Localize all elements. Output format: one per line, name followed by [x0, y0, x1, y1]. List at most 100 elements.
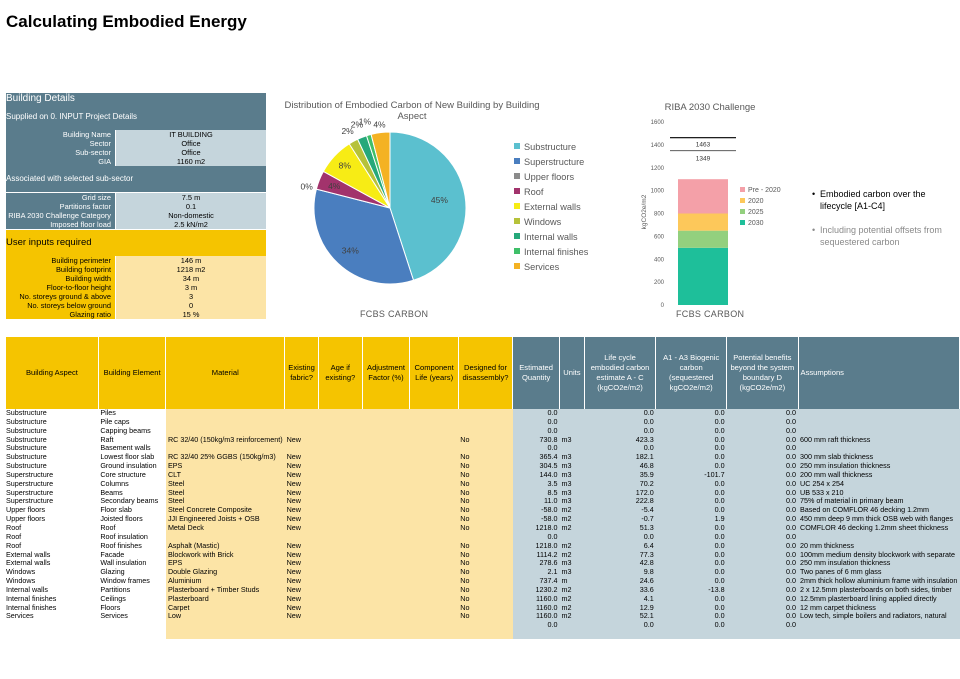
- table-cell[interactable]: No: [458, 497, 513, 507]
- table-cell[interactable]: [362, 497, 410, 507]
- table-cell[interactable]: [362, 435, 410, 445]
- table-cell[interactable]: New: [284, 523, 319, 533]
- table-cell[interactable]: [284, 426, 319, 436]
- table-cell[interactable]: No: [458, 541, 513, 551]
- table-cell[interactable]: [409, 409, 459, 418]
- table-cell[interactable]: [165, 409, 285, 418]
- user-input-value[interactable]: 1218 m2: [116, 265, 266, 274]
- table-cell[interactable]: [409, 497, 459, 507]
- table-cell[interactable]: [458, 444, 513, 454]
- table-cell[interactable]: Carpet: [165, 603, 285, 613]
- table-cell[interactable]: [318, 488, 363, 498]
- table-cell[interactable]: [362, 426, 410, 436]
- table-cell[interactable]: [458, 417, 513, 427]
- table-cell[interactable]: [284, 532, 319, 542]
- table-cell[interactable]: EPS: [165, 559, 285, 569]
- table-cell[interactable]: [409, 630, 459, 639]
- table-cell[interactable]: [362, 409, 410, 418]
- table-cell[interactable]: [284, 630, 319, 639]
- table-cell[interactable]: [362, 523, 410, 533]
- table-cell[interactable]: [362, 488, 410, 498]
- table-cell[interactable]: [318, 444, 363, 454]
- table-cell[interactable]: Plasterboard + Timber Studs: [165, 585, 285, 595]
- table-cell[interactable]: [284, 409, 319, 418]
- table-cell[interactable]: [409, 612, 459, 622]
- table-cell[interactable]: No: [458, 612, 513, 622]
- table-cell[interactable]: New: [284, 550, 319, 560]
- table-cell[interactable]: [318, 559, 363, 569]
- table-cell[interactable]: [318, 470, 363, 480]
- table-cell[interactable]: [318, 550, 363, 560]
- table-cell[interactable]: [318, 585, 363, 595]
- user-input-value[interactable]: 3 m: [116, 283, 266, 292]
- user-input-value[interactable]: 0: [116, 301, 266, 310]
- table-cell[interactable]: [409, 568, 459, 578]
- table-cell[interactable]: [362, 559, 410, 569]
- table-cell[interactable]: [409, 417, 459, 427]
- table-cell[interactable]: No: [458, 577, 513, 586]
- table-cell[interactable]: [318, 568, 363, 578]
- table-cell[interactable]: No: [458, 515, 513, 524]
- table-cell[interactable]: [318, 506, 363, 516]
- table-cell[interactable]: [165, 532, 285, 542]
- table-cell[interactable]: [409, 462, 459, 471]
- table-cell[interactable]: No: [458, 506, 513, 516]
- table-cell[interactable]: [362, 577, 410, 586]
- table-cell[interactable]: [165, 621, 285, 631]
- table-cell[interactable]: New: [284, 577, 319, 586]
- table-cell[interactable]: [409, 594, 459, 604]
- table-cell[interactable]: RC 32/40 (150kg/m3 reinforcement): [165, 435, 285, 445]
- table-cell[interactable]: New: [284, 603, 319, 613]
- table-cell[interactable]: No: [458, 559, 513, 569]
- table-cell[interactable]: [318, 515, 363, 524]
- user-input-value[interactable]: 3: [116, 292, 266, 301]
- table-cell[interactable]: New: [284, 435, 319, 445]
- table-cell[interactable]: [409, 444, 459, 454]
- table-cell[interactable]: [165, 630, 285, 639]
- table-cell[interactable]: New: [284, 568, 319, 578]
- table-cell[interactable]: [318, 453, 363, 463]
- table-cell[interactable]: No: [458, 479, 513, 489]
- table-cell[interactable]: New: [284, 470, 319, 480]
- table-cell[interactable]: Plasterboard: [165, 594, 285, 604]
- table-cell[interactable]: Aluminium: [165, 577, 285, 586]
- table-cell[interactable]: [362, 515, 410, 524]
- table-cell[interactable]: New: [284, 541, 319, 551]
- table-cell[interactable]: [362, 630, 410, 639]
- table-cell[interactable]: [362, 550, 410, 560]
- table-cell[interactable]: [362, 603, 410, 613]
- table-cell[interactable]: Steel: [165, 479, 285, 489]
- table-cell[interactable]: [409, 523, 459, 533]
- user-input-value[interactable]: 146 m: [116, 256, 266, 265]
- table-cell[interactable]: Double Glazing: [165, 568, 285, 578]
- table-cell[interactable]: [362, 612, 410, 622]
- table-cell[interactable]: [318, 435, 363, 445]
- table-cell[interactable]: [318, 577, 363, 586]
- table-cell[interactable]: [362, 470, 410, 480]
- table-cell[interactable]: [409, 453, 459, 463]
- table-cell[interactable]: CLT: [165, 470, 285, 480]
- table-cell[interactable]: [318, 541, 363, 551]
- table-cell[interactable]: Blockwork with Brick: [165, 550, 285, 560]
- table-cell[interactable]: [458, 426, 513, 436]
- table-cell[interactable]: [362, 532, 410, 542]
- table-cell[interactable]: EPS: [165, 462, 285, 471]
- table-cell[interactable]: [458, 621, 513, 631]
- table-cell[interactable]: [409, 550, 459, 560]
- table-cell[interactable]: [362, 568, 410, 578]
- table-cell[interactable]: No: [458, 488, 513, 498]
- user-input-value[interactable]: 34 m: [116, 274, 266, 283]
- table-cell[interactable]: New: [284, 479, 319, 489]
- table-cell[interactable]: [284, 444, 319, 454]
- table-cell[interactable]: New: [284, 506, 319, 516]
- table-cell[interactable]: New: [284, 462, 319, 471]
- table-cell[interactable]: New: [284, 453, 319, 463]
- table-cell[interactable]: [362, 462, 410, 471]
- table-cell[interactable]: No: [458, 470, 513, 480]
- table-cell[interactable]: [409, 621, 459, 631]
- table-cell[interactable]: [318, 417, 363, 427]
- table-cell[interactable]: No: [458, 594, 513, 604]
- table-cell[interactable]: [409, 506, 459, 516]
- table-cell[interactable]: [409, 559, 459, 569]
- table-cell[interactable]: [409, 541, 459, 551]
